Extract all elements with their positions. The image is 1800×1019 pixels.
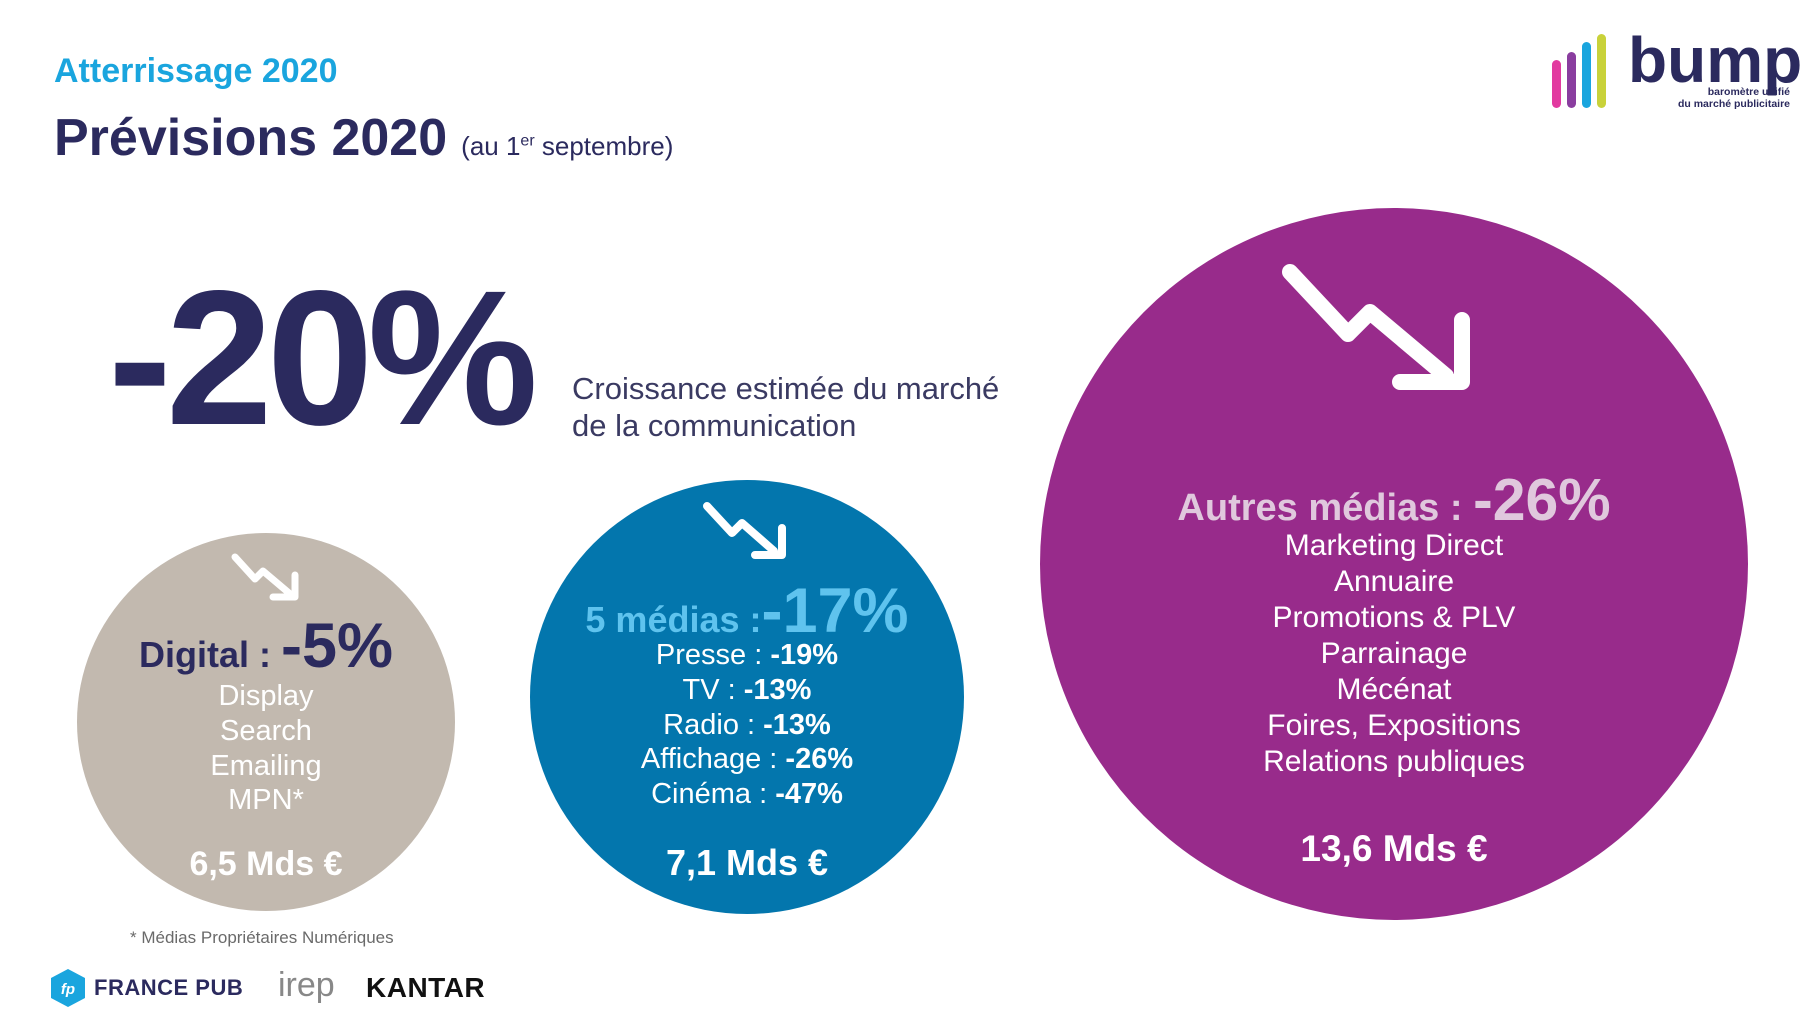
trend-down-arrow-icon xyxy=(703,502,786,559)
bump-tagline: baromètre unifié du marché publicitaire xyxy=(1677,86,1790,110)
autres-medias-heading: Autres médias : -26% xyxy=(1177,468,1611,533)
headline-description: Croissance estimée du marché de la commu… xyxy=(572,371,1000,443)
cinq-medias-circle: 5 médias :-17% Presse : -19% TV : -13% R… xyxy=(530,480,964,914)
page-title: Prévisions 2020 (au 1er septembre) xyxy=(54,108,673,168)
bump-wordmark: bump xyxy=(1628,24,1800,96)
list-item: MPN* xyxy=(228,784,304,817)
svg-text:fp: fp xyxy=(61,981,75,998)
title-subtitle: (au 1er septembre) xyxy=(461,131,674,161)
cinq-medias-list: Presse : -19% TV : -13% Radio : -13% Aff… xyxy=(530,638,964,812)
list-item: Mécénat xyxy=(1336,673,1452,706)
list-item: Parrainage xyxy=(1320,637,1468,670)
digital-list: Display Search Emailing MPN* xyxy=(77,679,455,818)
digital-heading: Digital : -5% xyxy=(138,611,394,681)
list-item: Radio : -13% xyxy=(663,708,831,741)
title-text: Prévisions 2020 xyxy=(54,109,448,167)
list-item: Display xyxy=(218,680,314,712)
digital-circle: Digital : -5% Display Search Emailing MP… xyxy=(77,533,455,911)
autres-medias-list: Marketing Direct Annuaire Promotions & P… xyxy=(1040,528,1748,780)
autres-medias-circle: Autres médias : -26% Marketing Direct An… xyxy=(1040,208,1748,920)
list-item: Foires, Expositions xyxy=(1267,709,1521,742)
list-item: Annuaire xyxy=(1333,565,1455,598)
list-item: Affichage : -26% xyxy=(640,743,854,776)
irep-logo: irep xyxy=(278,966,335,1004)
footnote: * Médias Propriétaires Numériques xyxy=(130,928,394,947)
list-item: Relations publiques xyxy=(1263,745,1525,778)
list-item: Emailing xyxy=(210,749,322,782)
bump-bars-icon xyxy=(1552,34,1606,108)
list-item: Marketing Direct xyxy=(1284,529,1504,562)
list-item: TV : -13% xyxy=(682,673,812,706)
cinq-medias-heading: 5 médias :-17% xyxy=(585,576,909,646)
france-pub-hexagon-icon: fp xyxy=(51,969,85,1007)
france-pub-logo: fp FRANCE PUB xyxy=(50,968,243,1008)
list-item: Presse : -19% xyxy=(655,639,839,671)
headline-value: -20% xyxy=(108,250,538,465)
trend-down-arrow-icon xyxy=(231,553,299,601)
list-item: Search xyxy=(220,714,312,747)
kantar-logo: KANTAR xyxy=(366,972,486,1003)
autres-medias-total: 13,6 Mds € xyxy=(1300,828,1488,869)
digital-total: 6,5 Mds € xyxy=(189,845,343,883)
trend-down-arrow-icon xyxy=(1282,264,1470,390)
list-item: Promotions & PLV xyxy=(1272,601,1516,634)
kicker-title: Atterrissage 2020 xyxy=(54,52,338,90)
list-item: Cinéma : -47% xyxy=(651,778,843,811)
cinq-medias-total: 7,1 Mds € xyxy=(665,842,829,883)
